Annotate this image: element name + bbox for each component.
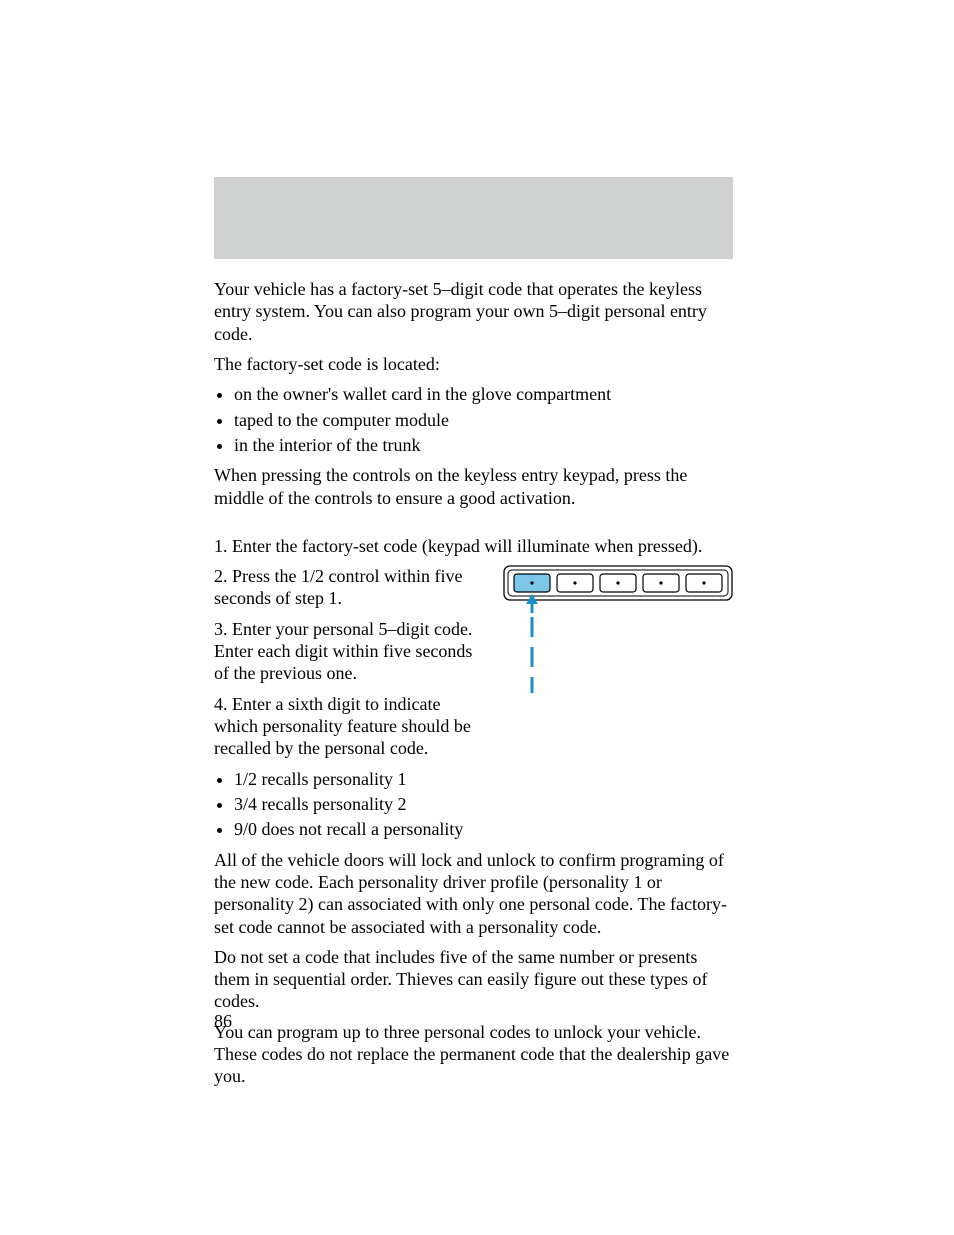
page-number: 86 (214, 1011, 232, 1032)
paragraph-confirm: All of the vehicle doors will lock and u… (214, 849, 733, 938)
list-item: taped to the computer module (234, 409, 733, 431)
step-3: 3. Enter your personal 5–digit code. Ent… (214, 618, 474, 685)
header-band (214, 177, 733, 259)
left-column: 2. Press the 1/2 control within five sec… (214, 565, 474, 760)
paragraph-warning: Do not set a code that includes five of … (214, 946, 733, 1013)
page: Your vehicle has a factory-set 5–digit c… (0, 0, 954, 1235)
paragraph-three-codes: You can program up to three personal cod… (214, 1021, 733, 1088)
list-item: 3/4 recalls personality 2 (234, 793, 733, 815)
step-4: 4. Enter a sixth digit to indicate which… (214, 693, 474, 760)
step-1: 1. Enter the factory-set code (keypad wi… (214, 535, 733, 557)
list-item: on the owner's wallet card in the glove … (234, 383, 733, 405)
list-item: 9/0 does not recall a personality (234, 818, 733, 840)
paragraph-locations-lead: The factory-set code is located: (214, 353, 733, 375)
list-personality: 1/2 recalls personality 1 3/4 recalls pe… (214, 768, 733, 841)
list-factory-locations: on the owner's wallet card in the glove … (214, 383, 733, 456)
list-item: in the interior of the trunk (234, 434, 733, 456)
content-area: Your vehicle has a factory-set 5–digit c… (214, 278, 733, 1096)
keypad-icon (503, 565, 733, 695)
two-column-region: 2. Press the 1/2 control within five sec… (214, 565, 733, 760)
step-2: 2. Press the 1/2 control within five sec… (214, 565, 474, 610)
paragraph-press-note: When pressing the controls on the keyles… (214, 464, 733, 509)
paragraph-intro: Your vehicle has a factory-set 5–digit c… (214, 278, 733, 345)
keypad-figure (503, 565, 733, 695)
list-item: 1/2 recalls personality 1 (234, 768, 733, 790)
